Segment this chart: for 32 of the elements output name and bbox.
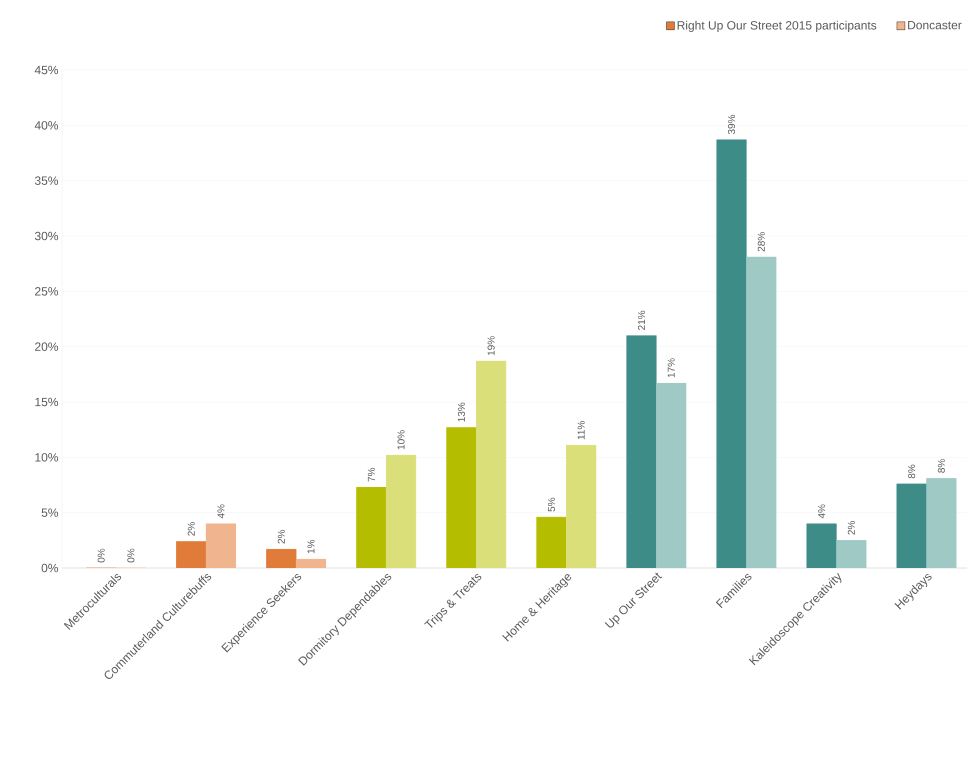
- data-label: 17%: [668, 358, 675, 378]
- y-tick-label: 10%: [35, 453, 58, 462]
- y-tick-label: 35%: [34, 176, 58, 185]
- data-label: 39%: [728, 114, 736, 134]
- y-tick-label: 30%: [34, 232, 58, 240]
- data-label: 4%: [818, 504, 826, 518]
- data-label: 5%: [548, 498, 555, 512]
- data-label: 8%: [908, 464, 916, 478]
- data-label: 28%: [758, 232, 765, 252]
- data-label: 11%: [578, 421, 585, 440]
- y-tick-label: 25%: [35, 287, 58, 296]
- y-tick-label: 15%: [35, 398, 58, 406]
- data-label: 2%: [848, 521, 855, 535]
- data-label: 21%: [638, 310, 645, 330]
- data-label: 4%: [217, 504, 224, 518]
- data-label: 19%: [488, 336, 495, 356]
- data-label: 13%: [458, 402, 465, 422]
- y-tick-label: 5%: [42, 508, 58, 517]
- data-label: 2%: [278, 530, 285, 544]
- data-label: 0%: [127, 548, 134, 562]
- y-tick-label: 0%: [42, 564, 58, 572]
- data-label: 7%: [368, 468, 375, 482]
- y-tick-label: 20%: [35, 342, 58, 351]
- legend-label: Right Up Our Street 2015 participants: [678, 20, 876, 32]
- y-tick-label: 40%: [34, 121, 58, 130]
- data-label: 10%: [398, 430, 405, 450]
- data-label: 1%: [307, 540, 314, 554]
- data-label: 0%: [98, 548, 105, 562]
- data-label: 2%: [188, 522, 195, 536]
- data-label: 8%: [938, 459, 945, 473]
- y-tick-label: 45%: [34, 66, 58, 74]
- legend-label: Doncaster: [908, 20, 962, 30]
